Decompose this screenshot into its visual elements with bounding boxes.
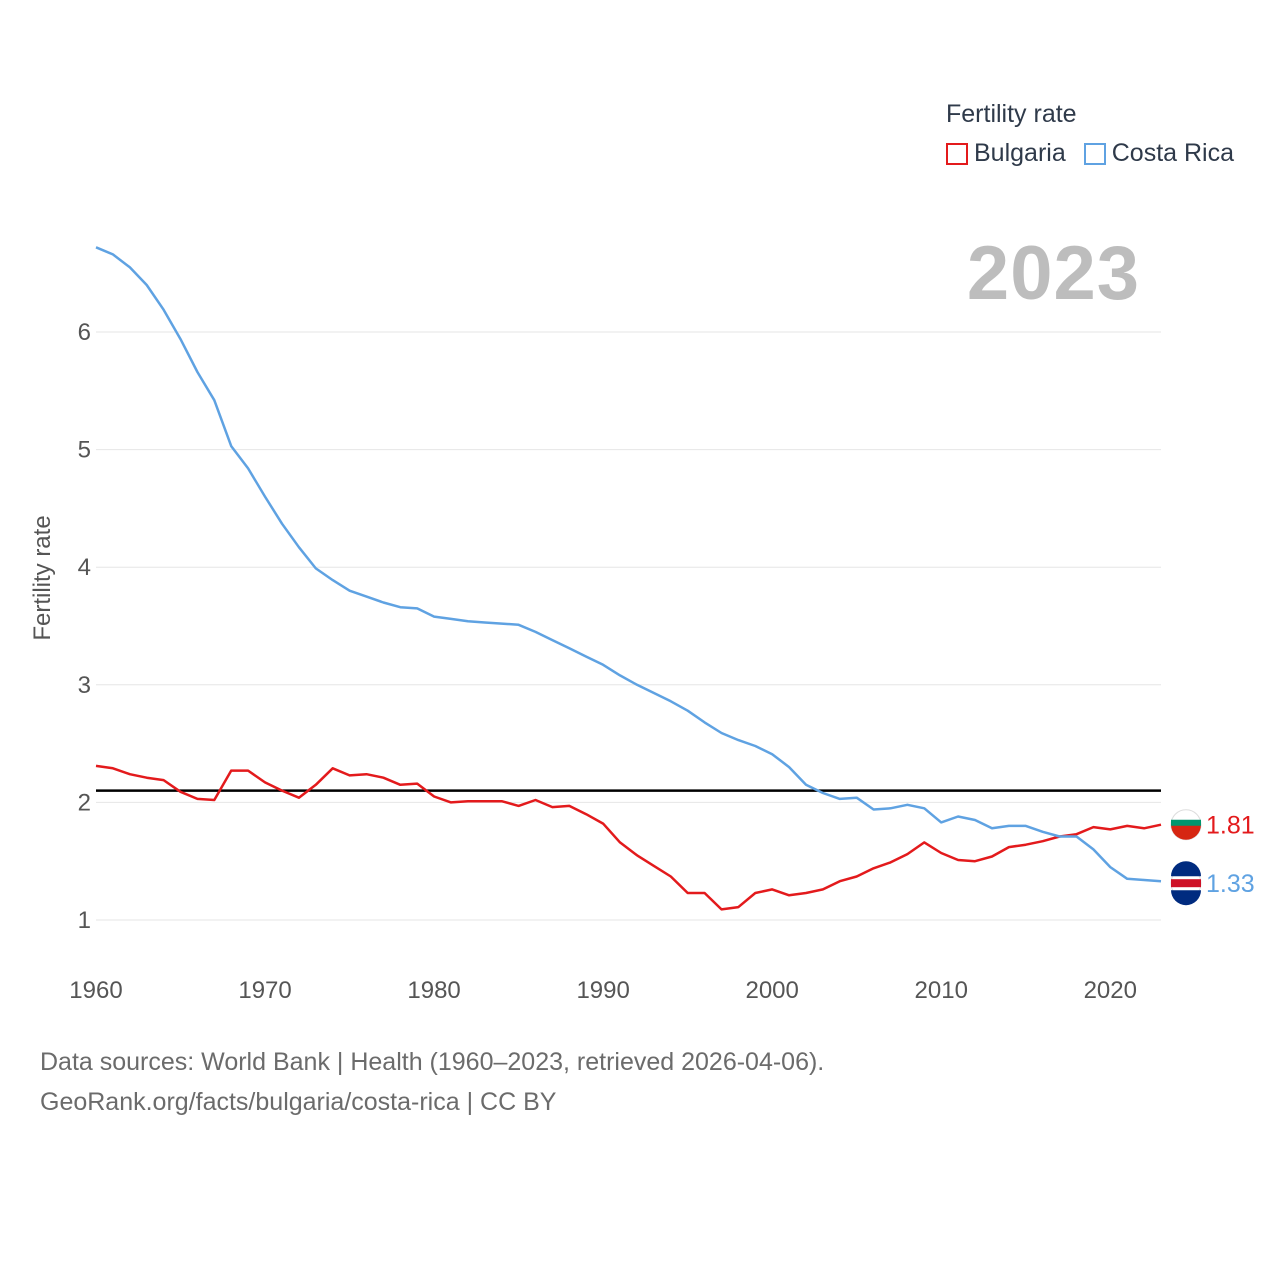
x-tick-label-1990: 1990 xyxy=(576,977,629,1004)
x-tick-label-1970: 1970 xyxy=(238,977,291,1004)
legend-label-bulgaria: Bulgaria xyxy=(974,139,1066,167)
end-value-label-bulgaria: 1.81 xyxy=(1206,812,1255,840)
flag-blue-bottom-costa-rica xyxy=(1171,890,1201,906)
flag-red-band-costa-rica xyxy=(1171,879,1201,888)
x-tick-label-1960: 1960 xyxy=(69,977,122,1004)
end-value-label-costa-rica: 1.33 xyxy=(1206,870,1255,898)
legend-item-costa-rica[interactable]: Costa Rica xyxy=(1083,139,1234,168)
legend-title: Fertility rate xyxy=(946,100,1077,128)
series-lines xyxy=(95,246,1162,911)
flag-marker-bulgaria xyxy=(1170,809,1202,841)
legend: Fertility rate Bulgaria Costa Rica xyxy=(946,100,1234,168)
legend-swatch-costa-rica xyxy=(1083,142,1106,165)
y-axis-label: Fertility rate xyxy=(29,515,56,641)
x-axis-ticks: 1960 1970 1980 1990 2000 2010 2020 xyxy=(69,977,1137,1004)
series-line-bulgaria xyxy=(95,764,1162,911)
x-tick-label-2010: 2010 xyxy=(915,977,968,1004)
series-line-costa-rica xyxy=(95,246,1162,883)
x-tick-label-2000: 2000 xyxy=(745,977,798,1004)
grid-lines xyxy=(96,331,1161,921)
current-year-label: 2023 xyxy=(966,231,1140,316)
end-markers: 1.81 1.33 xyxy=(1170,809,1255,906)
x-tick-label-1980: 1980 xyxy=(407,977,460,1004)
y-axis-ticks: 1 2 3 4 5 6 xyxy=(78,319,91,934)
flag-marker-costa-rica xyxy=(1170,861,1202,906)
legend-label-costa-rica: Costa Rica xyxy=(1111,139,1234,167)
flag-green-band-bulgaria xyxy=(1171,819,1201,826)
y-tick-label-5: 5 xyxy=(78,437,91,464)
y-tick-label-6: 6 xyxy=(78,319,91,346)
legend-swatch-bulgaria xyxy=(946,142,968,165)
y-tick-label-2: 2 xyxy=(78,789,91,816)
flag-blue-top-costa-rica xyxy=(1171,861,1201,877)
x-tick-label-2020: 2020 xyxy=(1084,977,1137,1004)
flag-red-band-bulgaria xyxy=(1171,824,1201,840)
footer: Data sources: World Bank | Health (1960–… xyxy=(40,1042,824,1122)
data-source-text: Data sources: World Bank | Health (1960–… xyxy=(40,1048,825,1076)
y-tick-label-1: 1 xyxy=(78,907,91,934)
y-tick-label-4: 4 xyxy=(78,554,91,581)
attribution-link[interactable]: GeoRank.org/facts/bulgaria/costa-rica | … xyxy=(40,1088,557,1116)
y-tick-label-3: 3 xyxy=(78,672,91,699)
legend-item-bulgaria[interactable]: Bulgaria xyxy=(946,139,1066,168)
